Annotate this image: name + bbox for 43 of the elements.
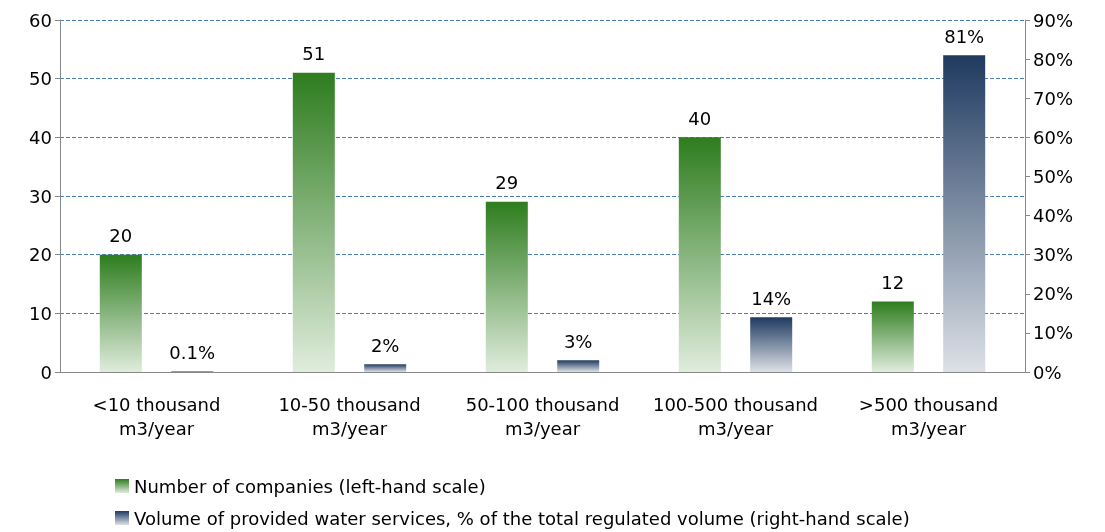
- data-label: 20: [109, 225, 133, 247]
- data-label: 0.1%: [169, 342, 216, 364]
- y2-tick-label: 60%: [1033, 126, 1074, 148]
- bar: [99, 254, 142, 372]
- data-label: 12: [881, 272, 905, 294]
- y-tick-label: 0: [40, 361, 52, 383]
- y-tick-label: 50: [29, 68, 52, 90]
- x-tick-label: 100-500 thousand m3/year: [652, 393, 819, 439]
- bar: [364, 364, 407, 372]
- bar: [678, 137, 721, 372]
- x-tick-label: >500 thousand m3/year: [858, 393, 999, 439]
- data-label: 14%: [751, 287, 792, 309]
- bar: [485, 201, 528, 372]
- y-tick-label: 10: [29, 302, 52, 324]
- bar: [871, 301, 914, 372]
- legend-label: Volume of provided water services, % of the total regulated volume (right-hand scale): [134, 507, 910, 529]
- y-tick-label: 60: [29, 9, 52, 31]
- legend-label: Number of companies (left-hand scale): [134, 475, 486, 497]
- y2-tick-label: 70%: [1033, 87, 1074, 109]
- bar: [292, 72, 335, 372]
- x-tick-label: 10-50 thousand m3/year: [278, 393, 421, 439]
- bar: [943, 55, 986, 372]
- y2-tick-label: 10%: [1033, 322, 1074, 344]
- x-tick-label: 50-100 thousand m3/year: [465, 393, 620, 439]
- bar: [557, 360, 600, 372]
- y2-tick-label: 80%: [1033, 48, 1074, 70]
- data-label: 2%: [370, 334, 400, 356]
- data-label: 29: [495, 172, 519, 194]
- y2-tick-label: 20%: [1033, 283, 1074, 305]
- y2-tick-label: 30%: [1033, 244, 1074, 266]
- y2-tick-label: 0%: [1033, 361, 1062, 383]
- y-tick-label: 20: [29, 244, 52, 266]
- bar: [750, 317, 793, 372]
- y-tick-label: 40: [29, 126, 52, 148]
- y-tick-label: 30: [29, 185, 52, 207]
- data-label: 40: [688, 107, 712, 129]
- y2-tick-label: 40%: [1033, 205, 1074, 227]
- x-tick-label: <10 thousand m3/year: [92, 393, 221, 439]
- data-label: 81%: [944, 25, 985, 47]
- y2-tick-label: 50%: [1033, 165, 1074, 187]
- data-label: 51: [302, 43, 326, 65]
- y2-tick-label: 90%: [1033, 9, 1074, 31]
- data-label: 3%: [563, 330, 593, 352]
